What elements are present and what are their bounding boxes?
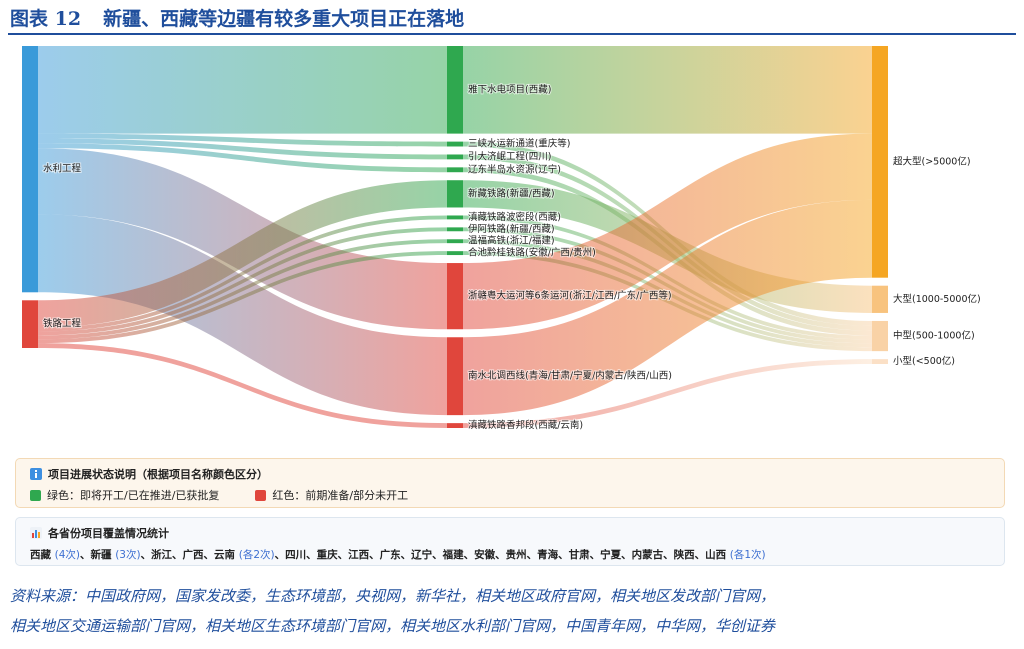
node [447,180,463,208]
flow [38,343,447,428]
node-label: 滇藏铁路波密段(西藏) [468,211,561,223]
count: (4次) [54,549,81,561]
figure-title: 新疆、西藏等边疆有较多重大项目正在落地 [103,8,465,30]
node [872,320,888,352]
node-label: 伊阿铁路(新疆/西藏) [468,223,555,235]
info-icon [30,468,42,480]
node [447,141,463,147]
node-label: 温福高铁(浙江/福建) [468,235,555,247]
flow [38,180,447,328]
status-box: 项目进展状态说明（根据项目名称颜色区分） 绿色：即将开工/已在推进/已获批复 红… [15,458,1005,508]
header-rule [8,33,1016,35]
count: (3次) [115,549,141,561]
node-label: 南水北调西线(青海/甘肃/宁夏/内蒙古/陕西/山西) [468,370,672,382]
flow [463,199,872,416]
node [447,263,463,330]
coverage-title: 各省份项目覆盖情况统计 [48,527,169,540]
node [22,300,38,348]
provinces: 西藏 [30,549,55,561]
node-label: 三峡水运新通道(重庆等) [468,138,570,150]
node-label: 大型(1000-5000亿) [893,293,981,305]
status-item: 绿色：即将开工/已在推进/已获批复 [30,487,219,503]
node [447,337,463,416]
flow [463,133,872,330]
node-label: 引大济岷工程(四川) [468,150,551,162]
coverage-line: 西藏 (4次)、新疆 (3次)、浙江、广西、云南 (各2次)、四川、重庆、江西、… [30,547,990,562]
flow [38,214,447,416]
count: (各1次) [729,549,766,561]
node [447,46,463,134]
header: 图表 12 新疆、西藏等边疆有较多重大项目正在落地 [10,4,486,31]
status-items: 绿色：即将开工/已在推进/已获批复 红色：前期准备/部分未开工 [30,487,990,503]
flow [38,215,447,332]
node-label: 合池黔桂铁路(安徽/广西/贵州) [468,247,596,259]
flow [38,227,447,336]
source-note: 资料来源：中国政府网，国家发改委，生态环境部，央视网，新华社，相关地区政府官网，… [10,581,775,641]
source-line: 资料来源：中国政府网，国家发改委，生态环境部，央视网，新华社，相关地区政府官网，… [10,587,776,605]
flow [38,133,447,147]
node-label: 滇藏铁路香邦段(西藏/云南) [468,419,583,431]
provinces: 、四川、重庆、江西、广东、辽宁、福建、安徽、贵州、青海、甘肃、宁夏、内蒙古、陕西… [274,549,730,561]
status-swatch [30,489,41,501]
flow [38,251,447,344]
node-label: 铁路工程 [43,318,82,330]
flow [463,359,872,428]
node-label: 雅下水电项目(西藏) [468,83,551,95]
node-label: 小型(<500亿) [893,355,955,367]
node-label: 浙赣粤大运河等6条运河(浙江/江西/广东/广西等) [468,290,672,302]
flow [38,138,447,160]
links [38,46,872,428]
node [872,285,888,313]
node-label: 新藏铁路(新疆/西藏) [468,187,555,199]
node [447,215,463,220]
flow [38,148,447,330]
flow [38,239,447,340]
flow [463,46,872,134]
node [447,251,463,256]
provinces: 、新疆 [80,549,116,561]
node [872,46,888,278]
coverage-box: 各省份项目覆盖情况统计 西藏 (4次)、新疆 (3次)、浙江、广西、云南 (各2… [15,517,1005,566]
status-text: 红色：前期准备/部分未开工 [272,489,409,502]
status-item: 红色：前期准备/部分未开工 [255,487,408,503]
source-line: 相关地区交通运输部门官网，相关地区生态环境部门官网，相关地区水利部门官网，中国青… [10,617,776,635]
coverage-title-row: 各省份项目覆盖情况统计 [30,525,990,541]
node-label: 超大型(>5000亿) [893,155,971,167]
node [447,154,463,160]
node-label: 辽东半岛水资源(辽宁) [468,163,561,175]
provinces: 、浙江、广西、云南 [140,549,239,561]
chart-icon [30,527,42,539]
status-swatch [255,489,267,501]
node [447,167,463,173]
count: (各2次) [238,549,275,561]
status-title-row: 项目进展状态说明（根据项目名称颜色区分） [30,466,990,482]
status-text: 绿色：即将开工/已在推进/已获批复 [47,489,220,502]
node [22,46,38,293]
node [447,239,463,244]
node [447,423,463,428]
status-title: 项目进展状态说明（根据项目名称颜色区分） [48,468,268,481]
node [872,359,888,364]
node [447,227,463,232]
node-label: 水利工程 [43,163,82,175]
figure-label: 图表 12 [10,8,82,30]
node-label: 中型(500-1000亿) [893,330,975,342]
flow [38,46,447,134]
flow [38,143,447,173]
